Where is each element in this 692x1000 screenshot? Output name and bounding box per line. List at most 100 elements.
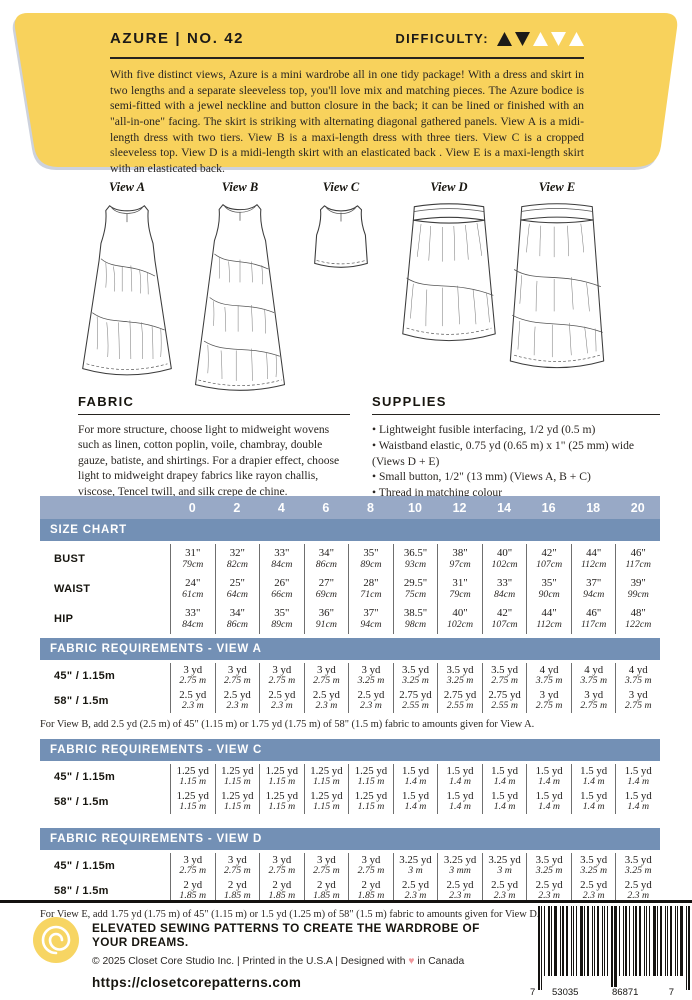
measurement-cell: 31" 79cm bbox=[170, 544, 215, 574]
barcode-bar bbox=[576, 906, 577, 976]
view-b-label: View B bbox=[221, 180, 259, 194]
measurement-cell: 1.25 yd 1.15 m bbox=[303, 789, 349, 814]
measurement-cell: 2.5 yd 2.3 m bbox=[392, 878, 438, 903]
barcode-bar bbox=[554, 906, 557, 976]
measurement-cell: 3 yd 2.75 m bbox=[259, 663, 304, 688]
measurement-cell: 33" 84cm bbox=[170, 604, 215, 634]
measurement-cell: 2.75 yd 2.55 m bbox=[437, 688, 482, 713]
measurement-cell: 46" 117cm bbox=[615, 544, 660, 574]
barcode-bar bbox=[629, 906, 630, 976]
measurement-cell: 4 yd 3.75 m bbox=[570, 663, 616, 688]
measurement-cell: 1.5 yd 1.4 m bbox=[526, 789, 571, 814]
barcode-bar bbox=[639, 906, 641, 976]
measurement-cell: 3 yd 2.75 m bbox=[170, 853, 215, 878]
measurement-cell: 42" 107cm bbox=[481, 604, 527, 634]
barcode-bar bbox=[667, 906, 668, 976]
table-row: BUST 31" 79cm 32" 82cm 33" 84cm 34" 86cm 35" 89cm 3… bbox=[40, 544, 660, 574]
measurement-cell: 3 yd 2.75 m bbox=[259, 853, 304, 878]
supplies-section: SUPPLIES • Lightweight fusible interfaci… bbox=[372, 394, 660, 501]
size-column-header: 16 bbox=[541, 500, 556, 515]
triangle-up-icon bbox=[533, 31, 548, 46]
view-b-figure: View B bbox=[184, 180, 296, 396]
barcode-bar bbox=[675, 906, 676, 976]
footer-headline: ELEVATED SEWING PATTERNS TO CREATE THE W… bbox=[92, 921, 480, 949]
measurement-cell: 1.25 yd 1.15 m bbox=[348, 789, 393, 814]
measurement-cell: 2.5 yd 2.3 m bbox=[570, 878, 616, 903]
measurement-cell: 38.5" 98cm bbox=[392, 604, 438, 634]
measurement-cell: 34" 86cm bbox=[303, 544, 349, 574]
measurement-cell: 2.5 yd 2.3 m bbox=[348, 688, 393, 713]
size-column-header: 10 bbox=[408, 500, 422, 515]
size-column-header: 12 bbox=[452, 500, 467, 515]
measurement-cell: 3 yd 2.75 m bbox=[303, 663, 349, 688]
measurement-cell: 29.5" 75cm bbox=[392, 574, 438, 604]
measurement-cell: 1.5 yd 1.4 m bbox=[570, 789, 616, 814]
view-a-label: View A bbox=[108, 180, 145, 194]
barcode-bar bbox=[594, 906, 595, 976]
barcode-bar bbox=[604, 906, 605, 976]
measurement-cell: 46" 117cm bbox=[570, 604, 616, 634]
view-e-illustration bbox=[509, 203, 605, 369]
measurement-cell: 3.5 yd 3.25 m bbox=[437, 663, 482, 688]
measurement-cell: 3 yd 2.75 m bbox=[214, 663, 260, 688]
measurement-cell: 3.25 yd 3 m bbox=[481, 853, 527, 878]
barcode-bar bbox=[686, 906, 687, 990]
measurement-cell: 1.25 yd 1.15 m bbox=[303, 764, 349, 789]
barcode-bar bbox=[592, 906, 593, 976]
measurement-cell: 1.5 yd 1.4 m bbox=[392, 789, 438, 814]
measurement-cell: 25" 64cm bbox=[214, 574, 260, 604]
yellow-banner-shape bbox=[14, 13, 678, 167]
measurement-cell: 2.5 yd 2.3 m bbox=[259, 688, 304, 713]
measurement-cell: 1.5 yd 1.4 m bbox=[437, 764, 482, 789]
supplies-heading: SUPPLIES bbox=[372, 394, 660, 415]
measurement-cell: 1.25 yd 1.15 m bbox=[259, 764, 304, 789]
barcode-bar bbox=[566, 906, 568, 976]
measurement-cell: 1.25 yd 1.15 m bbox=[348, 764, 393, 789]
req-view-a-band: FABRIC REQUIREMENTS - VIEW A bbox=[40, 638, 660, 660]
difficulty-rating: DIFFICULTY: bbox=[395, 31, 584, 46]
barcode-bar bbox=[541, 906, 542, 990]
barcode-bar bbox=[597, 906, 599, 976]
supply-item: • Lightweight fusible interfacing, 1/2 y… bbox=[372, 423, 596, 436]
measurement-cell: 34" 86cm bbox=[214, 604, 260, 634]
measurement-cell: 44" 112cm bbox=[526, 604, 571, 634]
row-label: 58" / 1.5m bbox=[54, 795, 109, 808]
measurement-cell: 37" 94cm bbox=[348, 604, 393, 634]
barcode-bar bbox=[538, 906, 540, 990]
header-content: AZURE | NO. 42 DIFFICULTY: With five dis… bbox=[110, 30, 584, 177]
barcode-bar bbox=[680, 906, 683, 976]
measurement-cell: 1.25 yd 1.15 m bbox=[214, 764, 260, 789]
barcode-bar bbox=[646, 906, 647, 976]
supplies-list: • Lightweight fusible interfacing, 1/2 y… bbox=[372, 422, 660, 501]
view-c-illustration bbox=[314, 205, 368, 268]
triangle-up-icon bbox=[497, 31, 512, 46]
closet-core-logo-icon bbox=[32, 916, 80, 969]
barcode-bar bbox=[584, 906, 585, 976]
barcode-bar bbox=[670, 906, 672, 976]
measurement-cell: 2.5 yd 2.3 m bbox=[526, 878, 571, 903]
measurement-cell: 44" 112cm bbox=[570, 544, 616, 574]
barcode-bar bbox=[607, 906, 608, 976]
fabric-section: FABRIC For more structure, choose light … bbox=[78, 394, 350, 499]
measurement-cell: 2 yd 1.85 m bbox=[348, 878, 393, 903]
fabric-heading: FABRIC bbox=[78, 394, 350, 415]
size-column-header: 2 bbox=[233, 500, 241, 515]
row-label: WAIST bbox=[54, 583, 91, 595]
measurement-cell: 3.5 yd 3.25 m bbox=[392, 663, 438, 688]
view-d-illustration bbox=[402, 203, 496, 342]
size-chart-rows: BUST 31" 79cm 32" 82cm 33" 84cm 34" 86cm 35" 89cm 3… bbox=[40, 541, 660, 638]
measurement-cell: 2.75 yd 2.55 m bbox=[481, 688, 527, 713]
measurement-cell: 3.5 yd 3.25 m bbox=[570, 853, 616, 878]
table-row: 45" / 1.15m 1.25 yd 1.15 m 1.25 yd 1.15 m 1.2… bbox=[40, 764, 660, 789]
pattern-title: AZURE | NO. 42 bbox=[110, 30, 245, 47]
row-label: HIP bbox=[54, 613, 74, 625]
measurement-cell: 42" 107cm bbox=[526, 544, 571, 574]
header-divider bbox=[110, 57, 584, 59]
measurement-cell: 3 yd 2.75 m bbox=[570, 688, 616, 713]
view-e-label: View E bbox=[538, 180, 576, 194]
measurement-cell: 31" 79cm bbox=[437, 574, 482, 604]
heart-icon: ♥ bbox=[408, 956, 415, 967]
barcode-bar bbox=[560, 906, 561, 976]
measurement-cell: 48" 122cm bbox=[615, 604, 660, 634]
